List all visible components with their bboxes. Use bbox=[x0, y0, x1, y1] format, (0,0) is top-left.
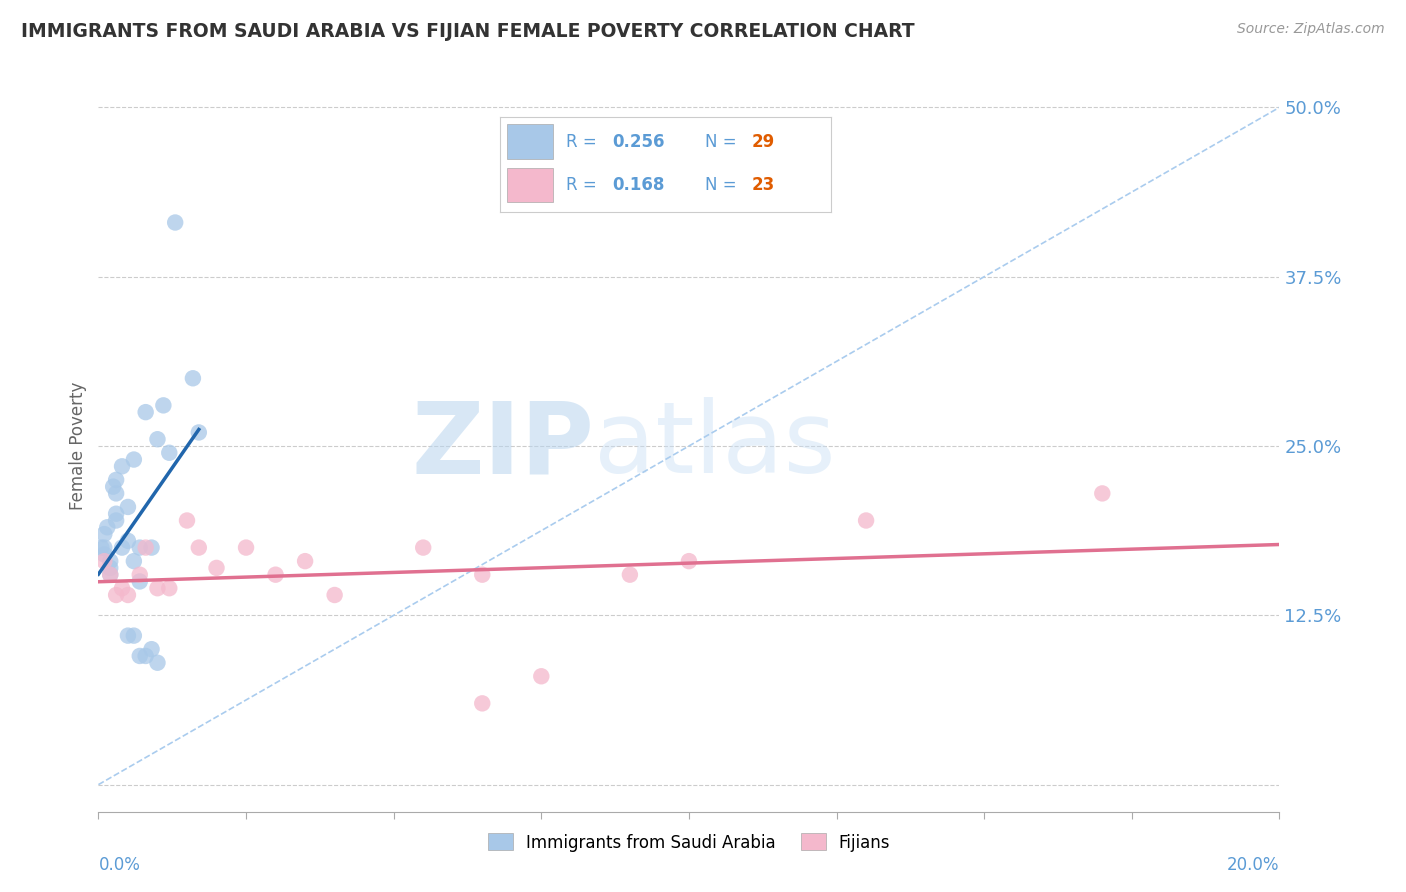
Point bbox=[619, 567, 641, 582]
Point bbox=[181, 371, 204, 385]
Point bbox=[117, 533, 139, 548]
Point bbox=[122, 452, 145, 467]
Point bbox=[128, 541, 150, 555]
Text: atlas: atlas bbox=[595, 398, 837, 494]
Point bbox=[117, 500, 139, 514]
Point bbox=[135, 541, 157, 555]
Point bbox=[146, 656, 169, 670]
Text: Source: ZipAtlas.com: Source: ZipAtlas.com bbox=[1237, 22, 1385, 37]
Point bbox=[128, 574, 150, 589]
Point bbox=[122, 554, 145, 568]
Point bbox=[157, 446, 180, 460]
Y-axis label: Female Poverty: Female Poverty bbox=[69, 382, 87, 510]
Point bbox=[128, 567, 150, 582]
Point bbox=[98, 554, 121, 568]
Text: ZIP: ZIP bbox=[412, 398, 595, 494]
Point bbox=[1091, 486, 1114, 500]
Point bbox=[93, 547, 115, 561]
Point bbox=[152, 398, 174, 412]
Point bbox=[98, 567, 121, 582]
Point bbox=[135, 648, 157, 663]
Point bbox=[105, 514, 128, 528]
Point bbox=[93, 527, 115, 541]
Point bbox=[412, 541, 434, 555]
Text: IMMIGRANTS FROM SAUDI ARABIA VS FIJIAN FEMALE POVERTY CORRELATION CHART: IMMIGRANTS FROM SAUDI ARABIA VS FIJIAN F… bbox=[21, 22, 915, 41]
Point bbox=[93, 554, 115, 568]
Point bbox=[176, 514, 198, 528]
Point bbox=[117, 629, 139, 643]
Point bbox=[141, 541, 163, 555]
Point bbox=[471, 697, 494, 711]
Point bbox=[96, 520, 118, 534]
Point bbox=[205, 561, 228, 575]
Text: 0.0%: 0.0% bbox=[98, 855, 141, 873]
Point bbox=[93, 541, 115, 555]
Point bbox=[264, 567, 287, 582]
Point bbox=[105, 473, 128, 487]
Point bbox=[103, 480, 125, 494]
Point bbox=[187, 425, 209, 440]
Point bbox=[90, 541, 112, 555]
Point bbox=[855, 514, 877, 528]
Point bbox=[105, 588, 128, 602]
Point bbox=[98, 567, 121, 582]
Point bbox=[128, 648, 150, 663]
Point bbox=[105, 486, 128, 500]
Point bbox=[117, 588, 139, 602]
Point bbox=[294, 554, 316, 568]
Text: 20.0%: 20.0% bbox=[1227, 855, 1279, 873]
Point bbox=[141, 642, 163, 657]
Legend: Immigrants from Saudi Arabia, Fijians: Immigrants from Saudi Arabia, Fijians bbox=[481, 827, 897, 858]
Point bbox=[530, 669, 553, 683]
Point bbox=[111, 581, 134, 595]
Point bbox=[471, 567, 494, 582]
Point bbox=[135, 405, 157, 419]
Point bbox=[122, 629, 145, 643]
Point bbox=[98, 561, 121, 575]
Point bbox=[678, 554, 700, 568]
Point bbox=[146, 581, 169, 595]
Point bbox=[165, 215, 187, 229]
Point bbox=[105, 507, 128, 521]
Point bbox=[111, 541, 134, 555]
Point bbox=[323, 588, 346, 602]
Point bbox=[111, 459, 134, 474]
Point bbox=[235, 541, 257, 555]
Point bbox=[157, 581, 180, 595]
Point bbox=[146, 432, 169, 446]
Point bbox=[187, 541, 209, 555]
